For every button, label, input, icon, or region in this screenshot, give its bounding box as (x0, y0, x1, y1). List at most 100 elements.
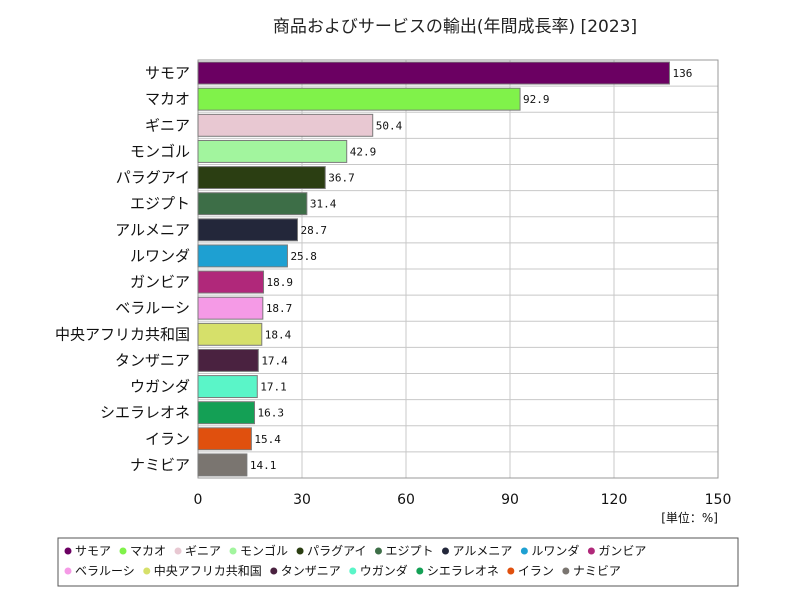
legend-label: ベラルーシ (75, 564, 135, 578)
bar (197, 113, 374, 137)
legend-swatch (119, 547, 127, 555)
bar (197, 270, 265, 294)
x-tick-label: 120 (601, 492, 628, 508)
category-label: ガンビア (130, 273, 190, 291)
legend-item: アルメニア (441, 544, 512, 558)
legend-item: シエラレオネ (416, 564, 499, 578)
legend-label: アルメニア (452, 544, 512, 558)
data-label: 16.3 (258, 407, 285, 420)
bar (197, 322, 263, 346)
category-label: モンゴル (130, 142, 190, 160)
legend (57, 537, 739, 587)
category-label: パラグアイ (116, 169, 190, 187)
chart-title: 商品およびサービスの輸出(年間成長率) [2023] (273, 17, 637, 37)
category-label: アルメニア (115, 221, 190, 239)
legend-swatch (296, 547, 304, 555)
data-label: 28.7 (300, 224, 327, 237)
legend-label: ギニア (185, 544, 221, 558)
legend-label: エジプト (385, 544, 433, 558)
bar (197, 375, 258, 399)
data-label: 18.4 (265, 328, 292, 341)
legend-swatch (520, 547, 528, 555)
legend-label: パラグアイ (307, 544, 366, 558)
legend-label: 中央アフリカ共和国 (154, 563, 262, 578)
legend-item: ナミビア (562, 564, 621, 578)
legend-swatch (587, 547, 595, 555)
bar (197, 192, 308, 216)
data-label: 136 (672, 67, 692, 80)
legend-item: イラン (507, 564, 554, 578)
legend-swatch (143, 567, 151, 575)
legend-label: イラン (518, 564, 554, 578)
bar (197, 218, 298, 242)
legend-swatch (270, 567, 278, 575)
legend-swatch (416, 567, 424, 575)
legend-label: ナミビア (573, 564, 621, 578)
bar (197, 139, 348, 163)
data-label: 17.4 (261, 354, 288, 367)
legend-item: ウガンダ (349, 563, 408, 578)
legend-item: パラグアイ (296, 544, 366, 558)
bar (197, 166, 326, 190)
x-axis: 0 30 60 90 120 150 (194, 492, 732, 508)
legend-items: サモア マカオ ギニア モンゴル パラグアイ エジプト アルメニア ルワンダ ガンビアベラルーシ… (64, 543, 646, 578)
unit-label: [単位：%] (661, 510, 718, 525)
plot-frame (197, 59, 719, 479)
legend-label: ウガンダ (360, 563, 408, 578)
data-label: 25.8 (290, 250, 317, 263)
legend-item: エジプト (374, 544, 433, 558)
data-label: 17.1 (260, 381, 287, 394)
data-label: 42.9 (350, 145, 377, 158)
category-label: ルワンダ (130, 247, 190, 265)
legend-item: ギニア (174, 544, 221, 558)
data-label: 18.9 (267, 276, 294, 289)
data-label: 31.4 (310, 198, 337, 211)
category-label: エジプト (130, 195, 190, 213)
bar (197, 244, 288, 268)
bar (197, 453, 248, 477)
data-label: 50.4 (376, 119, 403, 132)
category-label: サモア (145, 64, 190, 82)
category-label: ウガンダ (130, 378, 190, 396)
legend-swatch (562, 567, 570, 575)
legend-label: サモア (75, 544, 111, 558)
x-tick-label: 90 (501, 492, 519, 508)
category-label: ナミビア (130, 456, 190, 474)
legend-item: ベラルーシ (64, 564, 135, 578)
legend-item: タンザニア (270, 564, 341, 578)
bar (197, 296, 264, 320)
category-label: マカオ (145, 90, 190, 108)
category-label: ベラルーシ (115, 299, 190, 317)
bar (197, 401, 256, 425)
legend-item: サモア (64, 544, 111, 558)
legend-swatch (441, 547, 449, 555)
category-label: 中央アフリカ共和国 (55, 325, 190, 343)
legend-item: ルワンダ (520, 543, 579, 558)
legend-swatch (507, 567, 515, 575)
legend-item: マカオ (119, 544, 166, 558)
bar (197, 61, 670, 85)
category-label: ギニア (145, 116, 190, 134)
legend-item: 中央アフリカ共和国 (143, 563, 262, 578)
legend-label: タンザニア (281, 564, 341, 578)
legend-swatch (64, 567, 72, 575)
category-label: イラン (145, 430, 190, 448)
data-label: 18.7 (266, 302, 293, 315)
bars: サモア 136 マカオ 92.9 ギニア 50.4 モンゴル 42.9 パラグアイ 36.7 エジプ… (55, 61, 692, 477)
x-tick-label: 150 (705, 492, 732, 508)
legend-swatch (374, 547, 382, 555)
legend-item: モンゴル (229, 543, 288, 558)
data-label: 15.4 (254, 433, 281, 446)
legend-label: モンゴル (240, 543, 288, 558)
legend-swatch (349, 567, 357, 575)
x-tick-label: 60 (397, 492, 415, 508)
legend-swatch (174, 547, 182, 555)
x-tick-label: 30 (293, 492, 311, 508)
data-label: 92.9 (523, 93, 550, 106)
legend-swatch (229, 547, 237, 555)
legend-label: シエラレオネ (427, 564, 499, 578)
legend-label: ルワンダ (531, 543, 579, 558)
legend-item: ガンビア (587, 544, 646, 558)
category-label: タンザニア (115, 351, 190, 369)
